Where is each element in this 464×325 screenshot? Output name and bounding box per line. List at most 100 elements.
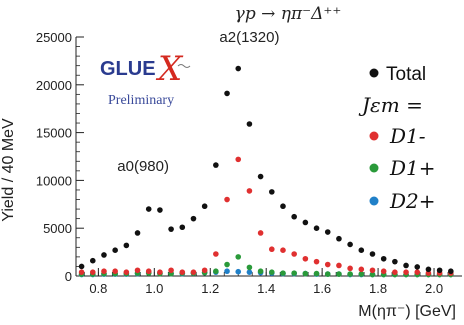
- point-total: [392, 258, 398, 265]
- point-total: [347, 241, 353, 248]
- point-total: [157, 207, 163, 213]
- annotations: a0(980) a2(1320): [117, 29, 279, 175]
- point-d1-: [414, 269, 421, 275]
- point-d2-: [224, 268, 230, 275]
- point-total: [414, 264, 421, 270]
- point-d1-: [134, 267, 141, 274]
- point-total: [190, 215, 197, 222]
- point-total: [268, 189, 275, 195]
- point-d1-: [358, 266, 365, 273]
- point-d1-: [224, 261, 230, 268]
- point-total: [145, 206, 152, 212]
- point-d1-: [224, 196, 230, 203]
- point-d1-: [190, 269, 197, 275]
- legend-label-d2-plus: D2+: [389, 189, 436, 213]
- point-d1-: [369, 271, 376, 278]
- point-d1-: [336, 271, 342, 277]
- point-d1-: [336, 262, 342, 269]
- y-tick-label: 25000: [36, 30, 72, 45]
- point-d1-: [280, 247, 286, 253]
- point-d1-: [235, 254, 242, 260]
- x-tick-label: 1.6: [313, 281, 331, 296]
- legend-marker-d1-plus: [369, 163, 379, 173]
- point-total: [112, 247, 118, 253]
- point-total: [89, 257, 96, 264]
- point-d1-: [145, 268, 152, 275]
- x-tick-label: 1.0: [145, 281, 163, 296]
- point-d1-: [291, 270, 297, 276]
- point-d1-: [324, 261, 331, 268]
- point-d1-: [179, 269, 186, 275]
- point-d1-: [78, 269, 85, 275]
- point-d1-: [168, 267, 174, 274]
- point-d1-: [313, 258, 320, 265]
- point-total: [448, 268, 454, 275]
- point-total: [257, 173, 264, 180]
- x-tick-label: 0.8: [89, 281, 107, 296]
- point-total: [123, 242, 130, 249]
- y-tick-label: 0: [65, 269, 72, 284]
- gluex-logo: GLUE X Preliminary: [100, 49, 191, 108]
- logo-wave-icon: [177, 64, 191, 68]
- point-total: [436, 267, 443, 274]
- point-total: [280, 203, 286, 210]
- x-tick-label: 1.4: [257, 281, 275, 296]
- legend-header-text: Jεm =: [358, 93, 423, 117]
- point-d1-: [268, 269, 275, 275]
- point-total: [179, 224, 186, 231]
- point-d1-: [235, 156, 242, 163]
- legend-marker-d2-plus: [369, 196, 379, 206]
- point-total: [168, 226, 174, 232]
- data-points: [78, 65, 454, 278]
- point-total: [425, 266, 432, 273]
- point-total: [403, 262, 409, 269]
- point-total: [302, 219, 309, 226]
- point-total: [313, 225, 320, 231]
- point-d1-: [257, 268, 264, 275]
- legend-label-d1-plus: D1+: [389, 156, 436, 180]
- point-d1-: [101, 268, 107, 275]
- legend-marker-d1-minus: [369, 131, 379, 141]
- point-d2-: [246, 269, 253, 275]
- point-d1-: [213, 268, 219, 275]
- y-tick-label: 15000: [36, 126, 72, 141]
- y-axis-title: Yield / 40 MeV: [0, 118, 17, 222]
- point-d1-: [89, 269, 96, 275]
- point-total: [336, 235, 342, 242]
- point-total: [78, 263, 85, 270]
- point-total: [246, 121, 253, 127]
- logo-text: GLUE: [100, 58, 156, 80]
- y-tick-label: 20000: [36, 78, 72, 93]
- point-total: [213, 162, 219, 168]
- point-total: [380, 255, 387, 262]
- point-total: [224, 90, 230, 97]
- y-tick-label: 5000: [43, 221, 72, 236]
- y-tick-label: 10000: [36, 173, 72, 188]
- x-tick-label: 2.0: [425, 281, 443, 296]
- point-total: [201, 203, 208, 210]
- point-d1-: [313, 270, 320, 277]
- x-tick-label: 1.2: [201, 281, 219, 296]
- preliminary-label: Preliminary: [108, 93, 174, 108]
- point-d1-: [201, 267, 208, 274]
- point-d1-: [246, 264, 253, 271]
- point-d1-: [302, 255, 309, 262]
- point-d1-: [213, 251, 219, 257]
- point-d1-: [403, 269, 409, 275]
- legend: Total Jεm = D1- D1+ D2+: [358, 64, 436, 213]
- point-d2-: [235, 268, 242, 275]
- point-d1-: [347, 265, 353, 272]
- point-total: [358, 247, 365, 253]
- logo-x-mark: X: [155, 49, 184, 89]
- point-total: [134, 230, 141, 236]
- ticks: 0.8 1.0 1.2 1.4 1.6 1.8 2.0 0 5000 10000 15000 2000…: [36, 30, 449, 296]
- chart-title: γp → ηπ⁻Δ⁺⁺: [235, 4, 342, 24]
- point-d1-: [380, 268, 387, 275]
- point-d1-: [280, 270, 286, 276]
- point-total: [235, 65, 242, 72]
- point-d1-: [291, 251, 297, 257]
- x-tick-label: 1.8: [369, 281, 387, 296]
- point-total: [101, 252, 107, 258]
- point-d1-: [324, 271, 331, 277]
- point-d1-: [302, 270, 309, 277]
